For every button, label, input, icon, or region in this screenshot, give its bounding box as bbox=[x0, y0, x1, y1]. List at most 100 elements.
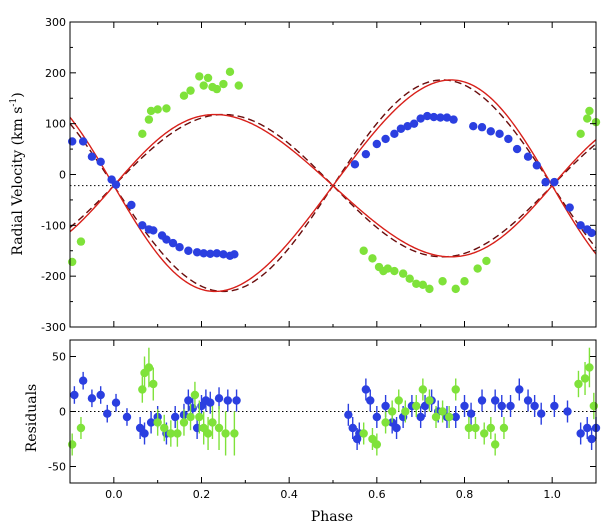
secondary-residual-point bbox=[76, 423, 86, 433]
primary-residual-point bbox=[537, 409, 546, 418]
primary-residual-point bbox=[96, 390, 105, 400]
secondary-rv-point bbox=[195, 72, 204, 81]
primary-rv-point bbox=[175, 242, 184, 252]
primary-residual-point bbox=[506, 401, 515, 411]
secondary-residual-point bbox=[490, 440, 500, 449]
primary-residual-point bbox=[550, 401, 559, 411]
primary-residual-point bbox=[348, 423, 357, 433]
rv-y-axis-title: Radial Velocity (km s-1) bbox=[9, 92, 26, 255]
secondary-rv-point bbox=[482, 256, 491, 266]
primary-rv-point bbox=[587, 228, 596, 238]
secondary-residual-point bbox=[425, 396, 434, 405]
primary-residual-point bbox=[372, 412, 382, 422]
primary-residual-point bbox=[232, 396, 241, 405]
primary-residual-point bbox=[366, 396, 375, 405]
secondary-residual-point bbox=[431, 412, 441, 422]
primary-rv-point bbox=[442, 113, 452, 122]
primary-rv-point bbox=[87, 152, 97, 161]
secondary-rv-point bbox=[368, 254, 377, 263]
secondary-residual-point bbox=[394, 396, 403, 405]
primary-rv-point bbox=[565, 203, 574, 212]
primary-rv-point bbox=[361, 149, 371, 159]
primary-rv-point bbox=[127, 200, 136, 210]
secondary-rv-point bbox=[162, 104, 171, 113]
secondary-residual-point bbox=[149, 379, 158, 389]
secondary-residual-point bbox=[464, 423, 474, 433]
primary-residual-point bbox=[451, 412, 460, 422]
primary-rv-point bbox=[403, 122, 412, 131]
secondary-residual-point bbox=[451, 385, 460, 394]
residuals-y-axis-title: Residuals bbox=[24, 384, 40, 452]
secondary-rv-point bbox=[390, 266, 399, 276]
primary-residual-point bbox=[576, 429, 585, 438]
secondary-rv-point bbox=[67, 257, 77, 267]
secondary-rv-point bbox=[405, 274, 414, 283]
primary-residual-point bbox=[122, 412, 132, 422]
primary-residual-point bbox=[583, 423, 592, 433]
secondary-rv-point bbox=[234, 81, 243, 90]
secondary-residual-point bbox=[203, 429, 213, 438]
primary-rv-point bbox=[512, 144, 522, 154]
secondary-rv-point bbox=[383, 264, 392, 273]
secondary-residual-point bbox=[67, 440, 77, 449]
primary-residual-point bbox=[466, 409, 476, 418]
rv-y-tick-label: -300 bbox=[41, 321, 66, 334]
primary-residual-point bbox=[78, 376, 88, 385]
primary-rv-point bbox=[199, 249, 208, 258]
res-x-tick-label: 0.6 bbox=[368, 488, 386, 501]
rv-y-tick-label: -200 bbox=[41, 270, 66, 283]
secondary-rv-point bbox=[438, 277, 447, 286]
primary-residual-point bbox=[188, 404, 197, 413]
residuals-axes: -50 0 50 0.0 0.2 0.4 0.6 0.8 1.0 bbox=[48, 340, 597, 501]
secondary-residual-point bbox=[438, 407, 447, 416]
primary-residual-point bbox=[381, 401, 390, 411]
rv-y-tick-label: 0 bbox=[59, 169, 66, 182]
secondary-residual-point bbox=[418, 385, 428, 394]
secondary-residual-point bbox=[401, 407, 410, 416]
primary-residual-point bbox=[563, 407, 572, 416]
secondary-residual-point bbox=[166, 429, 176, 438]
primary-rv-point bbox=[436, 113, 445, 122]
secondary-residual-point bbox=[480, 429, 489, 438]
secondary-model-solid bbox=[69, 79, 597, 293]
secondary-rv-point bbox=[412, 279, 421, 288]
secondary-rv-point bbox=[225, 67, 235, 77]
primary-residual-point bbox=[87, 394, 97, 403]
primary-rv-point bbox=[192, 248, 202, 257]
rv-plot-frame bbox=[69, 21, 597, 328]
rv-data-points bbox=[67, 67, 601, 294]
secondary-residual-point bbox=[138, 385, 147, 394]
primary-residual-point bbox=[103, 409, 112, 418]
secondary-residual-point bbox=[190, 390, 200, 400]
secondary-residual-point bbox=[381, 418, 390, 427]
secondary-rv-point bbox=[76, 237, 86, 246]
rv-y-axis: -300 -200 -100 0 100 200 300 bbox=[41, 16, 597, 334]
res-x-tick-label: 0.0 bbox=[105, 488, 123, 501]
primary-residual-point bbox=[497, 401, 506, 411]
res-x-tick-label: 1.0 bbox=[543, 488, 561, 501]
primary-residual-point bbox=[111, 398, 121, 407]
primary-rv-point bbox=[550, 177, 559, 187]
secondary-residual-point bbox=[372, 440, 382, 449]
secondary-rv-point bbox=[179, 91, 189, 100]
secondary-residual-point bbox=[486, 423, 495, 433]
primary-rv-point bbox=[523, 152, 533, 161]
secondary-residual-point bbox=[144, 363, 154, 372]
primary-rv-point bbox=[162, 235, 171, 244]
secondary-residual-point bbox=[195, 412, 204, 422]
x-axis-title: Phase bbox=[311, 509, 353, 525]
primary-residual-point bbox=[460, 401, 469, 411]
secondary-residual-point bbox=[589, 401, 599, 411]
secondary-rv-point bbox=[186, 86, 195, 95]
primary-residual-point bbox=[223, 396, 232, 405]
secondary-residual-point bbox=[499, 423, 509, 433]
primary-residual-point bbox=[140, 429, 149, 438]
primary-residual-point bbox=[214, 394, 224, 403]
rv-y-tick-label: -100 bbox=[41, 219, 66, 232]
primary-rv-point bbox=[396, 124, 406, 133]
primary-rv-point bbox=[67, 137, 77, 146]
primary-rv-point bbox=[469, 122, 478, 131]
primary-residual-point bbox=[146, 418, 156, 427]
secondary-rv-point bbox=[576, 129, 585, 139]
